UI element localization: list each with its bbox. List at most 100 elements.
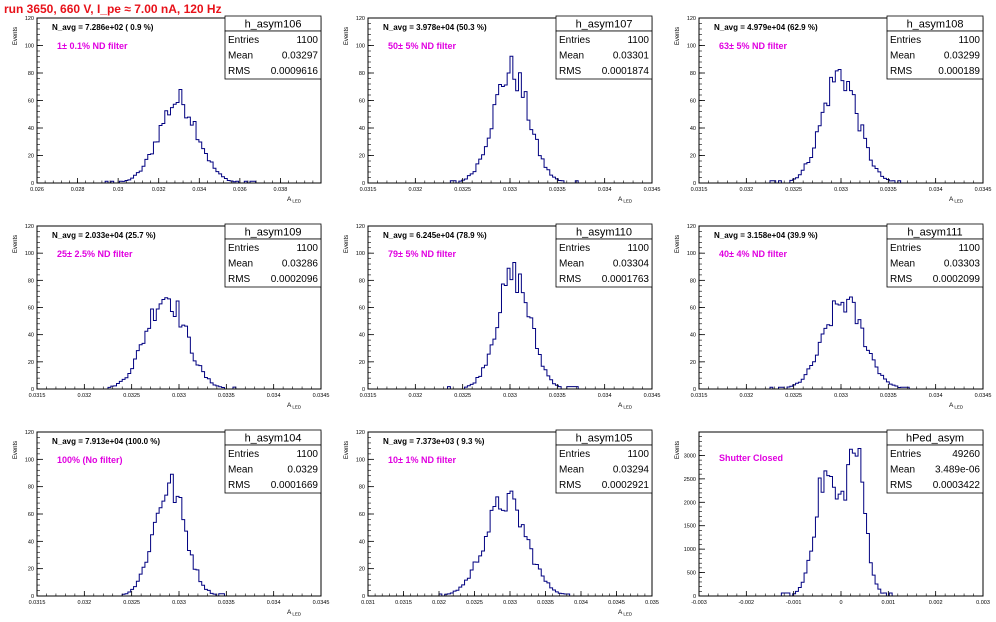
y-tick-label: 40 <box>28 539 34 545</box>
stats-label: Mean <box>559 259 584 270</box>
histogram-line <box>368 491 652 596</box>
histogram-panel: 0.031 0.0315 0.032 0.0325 0.033 0.0335 0.034 0.… <box>344 430 659 617</box>
x-axis-label: ALED <box>287 609 302 617</box>
navg-label: N_avg = 3.978e+04 (50.3 %) <box>383 23 487 32</box>
y-tick-label: 0 <box>31 594 34 600</box>
y-tick-label: 100 <box>356 457 365 463</box>
x-tick-label: 0.003 <box>976 600 990 606</box>
x-tick-label: 0.035 <box>645 600 659 606</box>
y-tick-label: 40 <box>359 126 365 132</box>
stats-label: Mean <box>559 51 584 62</box>
filter-annotation: 10± 1% ND filter <box>388 455 456 465</box>
x-tick-label: 0.0345 <box>975 393 992 399</box>
y-tick-label: 100 <box>356 44 365 50</box>
histogram-panel: 0.0315 0.032 0.0325 0.033 0.0335 0.034 0.0345 0… <box>675 16 991 204</box>
x-tick-label: 0.0345 <box>608 600 625 606</box>
x-tick-label: 0.034 <box>929 393 943 399</box>
y-tick-label: 60 <box>359 306 365 312</box>
stats-title: h_asym106 <box>245 19 302 31</box>
y-tick-label: 80 <box>28 278 34 284</box>
stats-value: 0.03299 <box>944 51 981 62</box>
y-tick-label: 20 <box>359 360 365 366</box>
y-tick-label: 80 <box>28 485 34 491</box>
x-tick-label: 0.032 <box>432 600 446 606</box>
x-axis-label-sub: LED <box>292 612 302 617</box>
y-tick-label: 100 <box>25 44 34 50</box>
stats-value: 0.0001763 <box>602 274 650 285</box>
y-tick-label: 80 <box>359 278 365 284</box>
x-tick-label: 0.032 <box>152 187 166 193</box>
y-axis-label: Events <box>344 27 350 45</box>
histogram-panel: 0.0315 0.032 0.0325 0.033 0.0335 0.034 0.0345 0… <box>344 224 660 410</box>
x-tick-label: 0.0345 <box>644 187 661 193</box>
y-axis-label: Events <box>675 235 681 253</box>
x-tick-label: 0.0335 <box>218 393 235 399</box>
x-tick-label: 0.0325 <box>785 187 802 193</box>
x-tick-label: 0.033 <box>172 393 186 399</box>
histogram-line <box>699 69 983 183</box>
x-tick-label: 0.028 <box>71 187 85 193</box>
y-axis-label: Events <box>13 27 19 45</box>
stats-label: Entries <box>890 449 921 460</box>
y-tick-label: 60 <box>690 99 696 105</box>
x-tick-label: 0.0325 <box>123 393 140 399</box>
y-axis-label: Events <box>13 235 19 253</box>
navg-label: N_avg = 6.245e+04 (78.9 %) <box>383 231 487 240</box>
y-tick-label: 60 <box>28 512 34 518</box>
stats-value: 0.0001874 <box>602 66 650 77</box>
stats-label: Entries <box>890 243 921 254</box>
y-tick-label: 20 <box>690 360 696 366</box>
stats-label: Entries <box>559 35 590 46</box>
navg-label: N_avg = 7.913e+04 (100.0 %) <box>52 437 160 446</box>
stats-value: 0.03301 <box>613 51 650 62</box>
histogram-panel: 0.0315 0.032 0.0325 0.033 0.0335 0.034 0.0345 0… <box>13 224 329 410</box>
filter-annotation: 25± 2.5% ND filter <box>57 249 133 259</box>
y-tick-label: 100 <box>687 251 696 257</box>
x-tick-label: 0.0315 <box>691 187 708 193</box>
stats-value: 0.03303 <box>944 259 981 270</box>
stats-label: RMS <box>559 480 582 491</box>
stats-label: Mean <box>228 465 253 476</box>
y-tick-label: 20 <box>359 154 365 160</box>
y-tick-label: 40 <box>359 539 365 545</box>
stats-label: Entries <box>228 243 259 254</box>
x-axis-label: ALED <box>949 402 964 410</box>
stats-label: RMS <box>890 274 913 285</box>
y-tick-label: 100 <box>356 251 365 257</box>
y-tick-label: 20 <box>28 567 34 573</box>
stats-value: 0.0329 <box>287 465 318 476</box>
stats-value: 0.000189 <box>938 66 980 77</box>
y-tick-label: 1000 <box>684 547 696 553</box>
x-axis-label-sub: LED <box>292 199 302 204</box>
y-tick-label: 500 <box>687 571 696 577</box>
y-tick-label: 20 <box>690 154 696 160</box>
histogram-panel: 0.0315 0.032 0.0325 0.033 0.0335 0.034 0.0345 0… <box>344 16 660 204</box>
y-tick-label: 120 <box>687 224 696 230</box>
x-axis-label-sub: LED <box>623 405 633 410</box>
y-tick-label: 60 <box>359 99 365 105</box>
stats-title: h_asym109 <box>245 227 302 239</box>
x-tick-label: 0.0325 <box>454 393 471 399</box>
stats-label: RMS <box>228 274 251 285</box>
x-axis-label-sub: LED <box>954 405 964 410</box>
stats-value: 1100 <box>296 35 318 46</box>
x-tick-label: 0.0335 <box>537 600 554 606</box>
x-tick-label: 0.033 <box>172 600 186 606</box>
x-tick-label: 0.034 <box>192 187 206 193</box>
y-tick-label: 40 <box>359 333 365 339</box>
stats-value: 0.03286 <box>282 259 319 270</box>
x-tick-label: 0.0335 <box>880 187 897 193</box>
y-tick-label: 120 <box>25 224 34 230</box>
x-tick-label: 0.0315 <box>29 600 46 606</box>
stats-label: RMS <box>228 480 251 491</box>
x-axis-label: ALED <box>287 196 302 204</box>
filter-annotation: 63± 5% ND filter <box>719 41 787 51</box>
x-tick-label: -0.001 <box>786 600 802 606</box>
x-axis-label: ALED <box>287 402 302 410</box>
filter-annotation: 79± 5% ND filter <box>388 249 456 259</box>
x-tick-label: 0.032 <box>408 393 422 399</box>
histogram-grid: 0.026 0.028 0.03 0.032 0.034 0.036 0.038020406… <box>0 0 996 622</box>
stats-label: RMS <box>559 274 582 285</box>
x-tick-label: 0.0335 <box>549 393 566 399</box>
x-tick-label: 0.0345 <box>313 393 330 399</box>
